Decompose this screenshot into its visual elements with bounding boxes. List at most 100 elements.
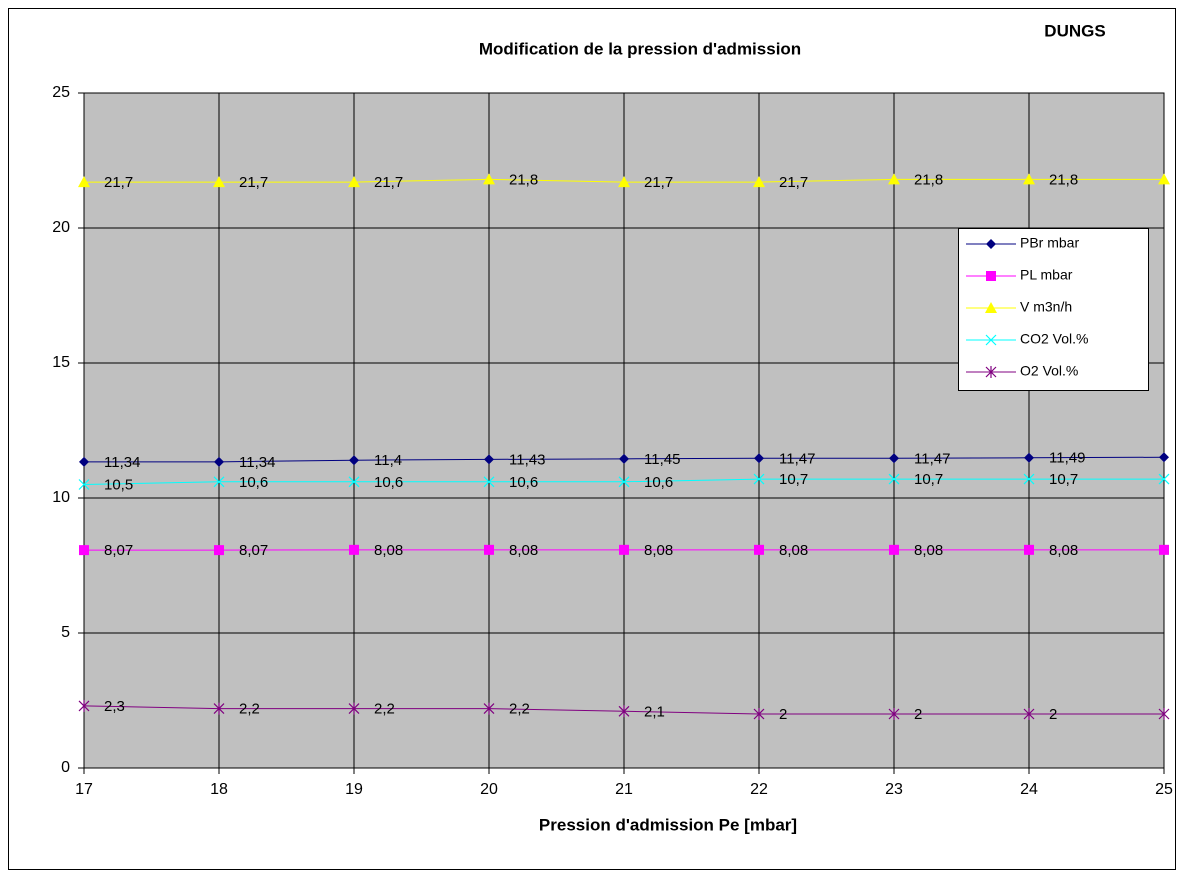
legend-label: V m3n/h [1020, 299, 1072, 315]
data-label: 8,07 [239, 542, 268, 559]
marker [1023, 173, 1035, 185]
data-label: 11,4 [374, 452, 402, 469]
legend-marker [985, 334, 997, 346]
data-label: 2,2 [509, 701, 530, 718]
marker [889, 544, 899, 555]
marker [348, 476, 360, 488]
marker [753, 708, 765, 720]
legend-marker [985, 302, 997, 313]
marker [1159, 452, 1169, 463]
x-tick-label: 20 [480, 781, 498, 798]
marker [78, 699, 90, 712]
data-label: 21,7 [644, 174, 673, 191]
marker [1159, 544, 1169, 555]
y-tick-label: 25 [52, 84, 70, 101]
marker [79, 456, 89, 467]
marker [618, 476, 630, 488]
data-label: 11,47 [779, 450, 815, 467]
x-tick-label: 18 [210, 781, 228, 798]
plot-border [83, 92, 1165, 769]
marker [484, 544, 494, 555]
data-label: 2,2 [239, 701, 260, 718]
data-label: 21,8 [509, 171, 538, 188]
legend-label: CO2 Vol.% [1020, 331, 1088, 347]
marker [349, 544, 359, 555]
x-tick-label: 19 [345, 781, 363, 798]
marker [214, 456, 224, 467]
y-tick-label: 10 [52, 489, 70, 506]
y-tick-label: 5 [61, 624, 70, 641]
data-label: 21,7 [374, 174, 403, 191]
y-tick-label: 15 [52, 354, 70, 371]
marker [1024, 452, 1034, 463]
marker [1023, 708, 1035, 720]
data-label: 21,7 [239, 174, 268, 191]
x-tick-label: 21 [615, 781, 633, 798]
legend-marker [985, 366, 997, 378]
marker [1024, 544, 1034, 555]
marker [619, 544, 629, 555]
marker [484, 454, 494, 465]
legend-label: PL mbar [1020, 267, 1073, 283]
x-tick-label: 17 [75, 781, 93, 798]
marker [348, 176, 360, 188]
marker [618, 705, 630, 718]
legend-marker [986, 239, 996, 249]
data-label: 21,7 [104, 174, 133, 191]
data-label: 11,34 [239, 454, 275, 471]
data-label: 10,6 [239, 474, 268, 491]
x-tick-label: 23 [885, 781, 903, 798]
marker [79, 545, 89, 556]
legend-label: PBr mbar [1020, 235, 1079, 251]
data-label: 2 [779, 706, 787, 723]
marker [618, 176, 630, 188]
legend-marker [986, 271, 996, 281]
data-label: 2,2 [374, 701, 395, 718]
data-label: 8,08 [779, 542, 808, 559]
data-label: 8,07 [104, 542, 133, 559]
marker [1158, 708, 1170, 720]
data-label: 10,7 [779, 471, 808, 488]
marker [213, 476, 225, 488]
data-label: 8,08 [914, 542, 943, 559]
data-label: 2,1 [644, 703, 665, 720]
data-label: 8,08 [644, 542, 673, 559]
data-label: 11,47 [914, 450, 950, 467]
marker [213, 702, 225, 715]
data-label: 21,7 [779, 174, 808, 191]
data-label: 2 [1049, 706, 1057, 723]
x-axis-label: Pression d'admission Pe [mbar] [539, 815, 797, 834]
data-label: 8,08 [374, 542, 403, 559]
marker [754, 453, 764, 464]
data-label: 10,6 [374, 474, 403, 491]
marker [349, 455, 359, 466]
marker [1023, 473, 1035, 485]
data-label: 21,8 [1049, 171, 1078, 188]
marker [214, 545, 224, 556]
x-tick-label: 22 [750, 781, 768, 798]
marker [483, 173, 495, 185]
x-tick-label: 25 [1155, 781, 1173, 798]
data-label: 2 [914, 706, 922, 723]
data-label: 10,5 [104, 476, 133, 493]
data-label: 10,7 [1049, 471, 1078, 488]
marker [78, 176, 90, 188]
data-label: 2,3 [104, 698, 125, 715]
marker [888, 708, 900, 720]
chart-title: Modification de la pression d'admission [479, 39, 801, 58]
marker [1158, 173, 1170, 185]
data-label: 11,43 [509, 451, 545, 468]
data-label: 10,7 [914, 471, 943, 488]
data-label: 10,6 [509, 474, 538, 491]
marker [753, 473, 765, 485]
marker [483, 476, 495, 488]
data-label: 21,8 [914, 171, 943, 188]
data-label: 8,08 [1049, 542, 1078, 559]
data-label: 11,45 [644, 451, 680, 468]
marker [1158, 473, 1170, 485]
marker [78, 479, 90, 490]
data-label: 8,08 [509, 542, 538, 559]
legend-label: O2 Vol.% [1020, 363, 1078, 379]
brand: DUNGS [1044, 21, 1105, 40]
